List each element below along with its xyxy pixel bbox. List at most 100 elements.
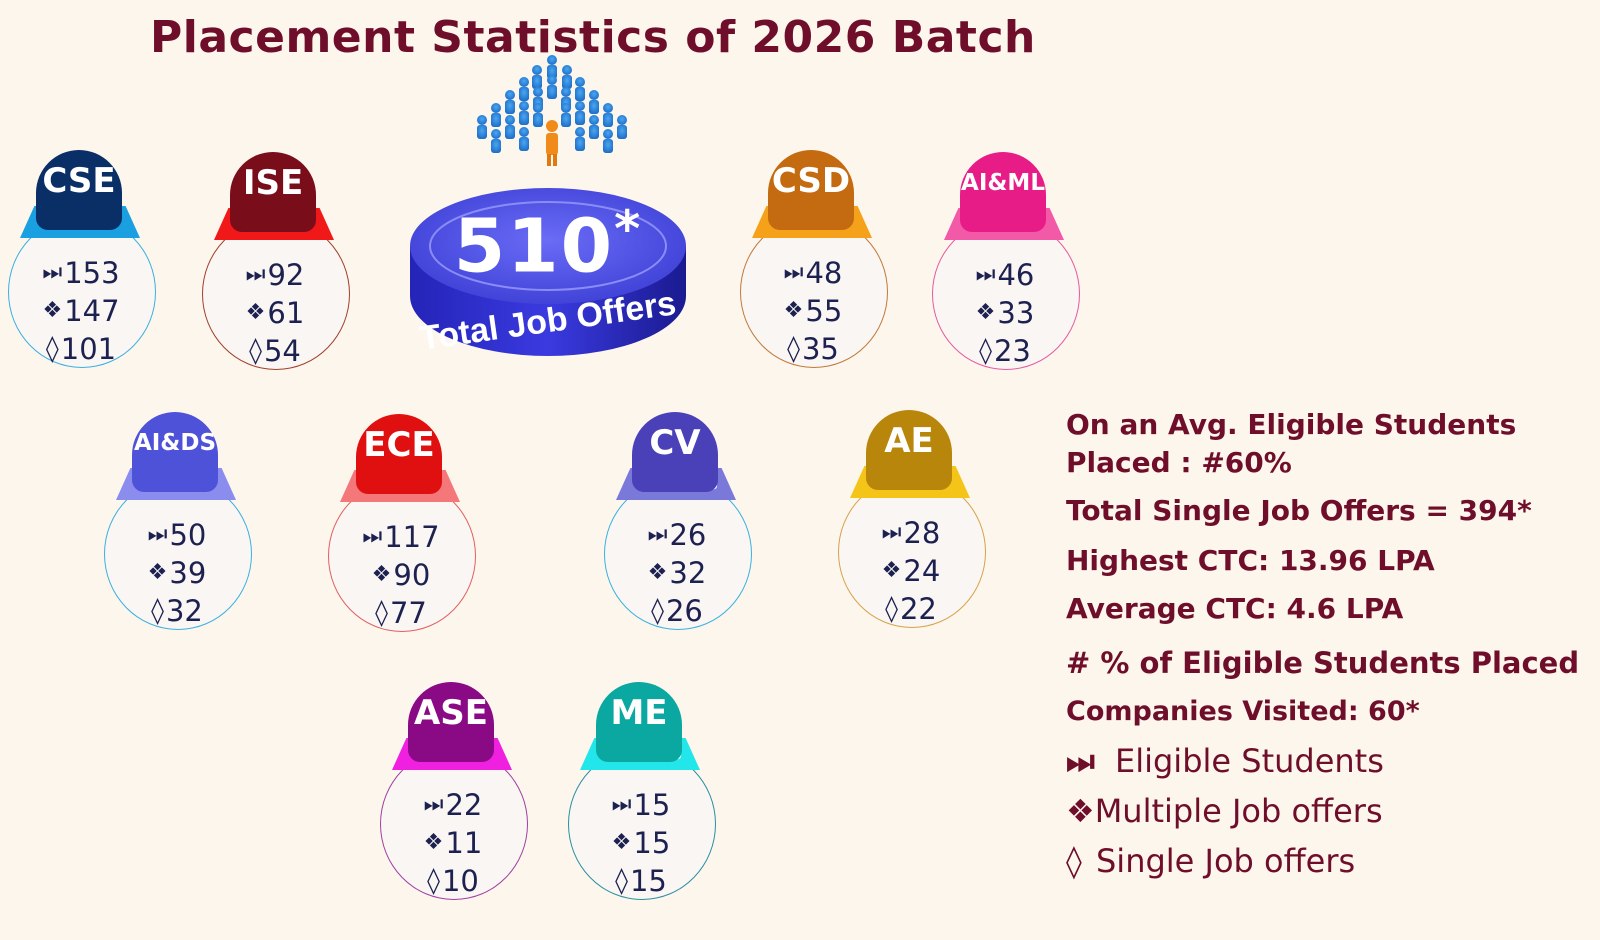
single-count: 15	[629, 864, 667, 898]
single-count: 22	[899, 592, 937, 626]
dept-name-badge: CSD	[768, 150, 854, 230]
eligible-count: 28	[903, 516, 941, 550]
dept-stats: ⏭ 50 ❖ 39 ◊ 32	[104, 516, 250, 630]
eligible-icon: ⏭	[245, 262, 266, 287]
legend-eligible: ⏭ Eligible Students	[1066, 742, 1384, 781]
eligible-count: 153	[64, 256, 120, 290]
companies-visited: Companies Visited: 60*	[1066, 696, 1420, 727]
dept-oval	[8, 216, 156, 368]
eligible-count: 46	[997, 258, 1035, 292]
eligible-count: 22	[445, 788, 483, 822]
dept-oval	[104, 478, 252, 630]
multiple-count: 39	[169, 556, 207, 590]
multiple-icon: ❖	[975, 300, 996, 325]
eligible-count: 48	[805, 256, 843, 290]
dept-card-cv: # 100 %CV⏭26❖32◊26	[604, 412, 764, 652]
dept-stats: ⏭ 15 ❖ 15 ◊ 15	[568, 786, 714, 900]
multiple-count: 15	[633, 826, 671, 860]
single-icon: ◊	[1066, 842, 1082, 880]
eligible-icon: ⏭	[647, 522, 668, 547]
eligible-row: ⏭ 22	[380, 786, 526, 824]
eligible-row: ⏭ 26	[604, 516, 750, 554]
single-count: 26	[665, 594, 703, 628]
total-offers-graphic: 510* Total Job Offers	[408, 50, 688, 370]
single-count: 32	[165, 594, 203, 628]
dept-stats: ⏭ 28 ❖ 24 ◊ 22	[838, 514, 984, 628]
dept-oval	[604, 478, 752, 630]
eligible-icon: ⏭	[42, 260, 63, 285]
eligible-row: ⏭ 117	[328, 518, 474, 556]
single-row: ◊ 26	[604, 592, 750, 630]
multiple-icon: ❖	[42, 298, 63, 323]
eligible-icon: ⏭	[1066, 742, 1095, 780]
multiple-row: ❖ 33	[932, 294, 1078, 332]
multiple-icon: ❖	[1066, 792, 1095, 830]
single-icon: ◊	[787, 334, 800, 364]
dept-card-csd: # 73 %CSD⏭48❖55◊35	[740, 150, 900, 390]
offers-disc-icon	[410, 188, 686, 356]
eligible-icon: ⏭	[783, 260, 804, 285]
multiple-count: 55	[805, 294, 843, 328]
dept-stats: ⏭ 92 ❖ 61 ◊ 54	[202, 256, 348, 370]
dept-card-ae: # 86 %AE⏭28❖24◊22	[838, 410, 998, 650]
dept-card-aids: # 62 %AI&DS⏭50❖39◊32	[104, 412, 264, 652]
multiple-icon: ❖	[245, 300, 266, 325]
dept-oval	[932, 218, 1080, 370]
single-icon: ◊	[615, 866, 628, 896]
dept-oval	[202, 218, 350, 370]
multiple-row: ❖ 15	[568, 824, 714, 862]
single-icon: ◊	[375, 598, 388, 628]
total-offers-value: 510*	[453, 200, 643, 290]
dept-stats: ⏭ 48 ❖ 55 ◊ 35	[740, 254, 886, 368]
dept-oval	[328, 480, 476, 632]
dept-stats: ⏭ 46 ❖ 33 ◊ 23	[932, 256, 1078, 370]
average-ctc: Average CTC: 4.6 LPA	[1066, 592, 1404, 625]
single-count: 54	[263, 334, 301, 368]
single-row: ◊ 22	[838, 590, 984, 628]
eligible-icon: ⏭	[423, 792, 444, 817]
multiple-count: 32	[669, 556, 707, 590]
dept-card-cse: # 66 %CSE⏭153❖147◊101	[8, 150, 168, 390]
single-count: 77	[389, 596, 427, 630]
eligible-icon: ⏭	[611, 792, 632, 817]
eligible-row: ⏭ 46	[932, 256, 1078, 294]
dept-name-badge: ASE	[408, 682, 494, 762]
single-row: ◊ 54	[202, 332, 348, 370]
single-row: ◊ 101	[8, 330, 154, 368]
single-row: ◊ 10	[380, 862, 526, 900]
eligible-count: 50	[169, 518, 207, 552]
eligible-row: ⏭ 48	[740, 254, 886, 292]
multiple-icon: ❖	[371, 562, 392, 587]
multiple-icon: ❖	[647, 560, 668, 585]
eligible-count: 92	[267, 258, 305, 292]
multiple-row: ❖ 11	[380, 824, 526, 862]
dept-card-ece: # 57 %ECE⏭117❖90◊77	[328, 414, 488, 654]
multiple-row: ❖ 39	[104, 554, 250, 592]
eligible-icon: ⏭	[362, 524, 383, 549]
dept-oval	[740, 216, 888, 368]
dept-oval	[380, 748, 528, 900]
multiple-icon: ❖	[423, 830, 444, 855]
multiple-row: ❖ 147	[8, 292, 154, 330]
multiple-icon: ❖	[881, 558, 902, 583]
dept-name-badge: ECE	[356, 414, 442, 494]
single-count: 101	[60, 332, 117, 366]
single-icon: ◊	[151, 596, 164, 626]
eligible-row: ⏭ 153	[8, 254, 154, 292]
single-row: ◊ 32	[104, 592, 250, 630]
multiple-icon: ❖	[611, 830, 632, 855]
dept-name-badge: ME	[596, 682, 682, 762]
single-row: ◊ 77	[328, 594, 474, 632]
dept-card-aiml: # 50 %AI&ML⏭46❖33◊23	[932, 152, 1092, 392]
dept-stats: ⏭ 22 ❖ 11 ◊ 10	[380, 786, 526, 900]
single-row: ◊ 15	[568, 862, 714, 900]
legend-eligible-label: Eligible Students	[1114, 742, 1384, 780]
eligible-count: 26	[669, 518, 707, 552]
single-count: 10	[441, 864, 479, 898]
legend-single-label: Single Job offers	[1095, 842, 1356, 880]
eligible-icon: ⏭	[147, 522, 168, 547]
single-row: ◊ 23	[932, 332, 1078, 370]
avg-placed-line2: Placed : #60%	[1066, 446, 1292, 479]
multiple-count: 61	[267, 296, 305, 330]
dept-name-badge: AE	[866, 410, 952, 490]
